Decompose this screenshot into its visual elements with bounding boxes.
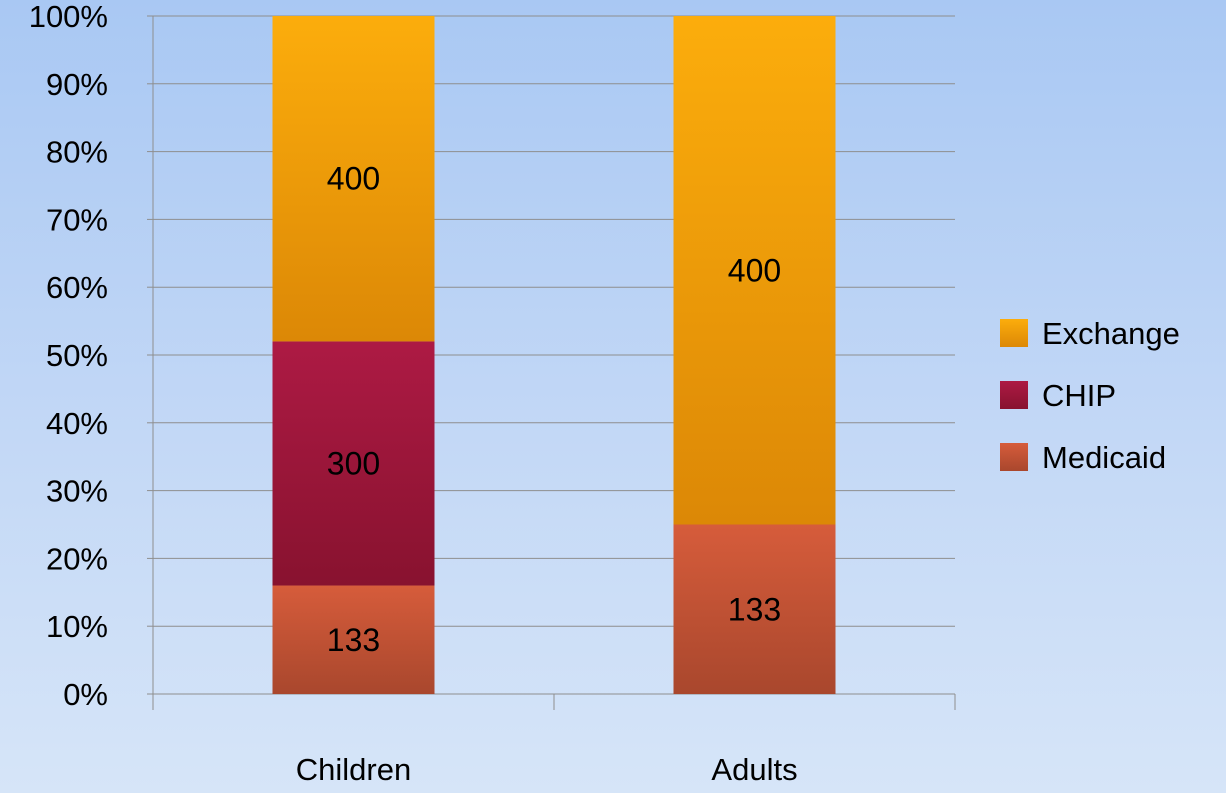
axes: 0% 10% 20% 30% 40% 50% 60% 70% 80% 90% 100% Childre… — [29, 0, 956, 787]
data-label: 133 — [327, 622, 380, 658]
data-label: 400 — [327, 161, 380, 197]
bars — [272, 16, 836, 694]
y-tick-label: 90% — [46, 67, 108, 102]
y-tick-label: 0% — [63, 677, 108, 712]
y-tick-label: 40% — [46, 406, 108, 441]
y-tick-label: 100% — [29, 0, 108, 34]
legend-label-chip: CHIP — [1042, 378, 1116, 413]
data-label: 300 — [327, 445, 380, 481]
bar-medicaid-children — [272, 585, 435, 694]
y-tick-label: 50% — [46, 338, 108, 373]
data-labels: 133 300 400 133 400 — [327, 161, 781, 658]
bar-chip-children — [272, 341, 435, 586]
legend-swatch-medicaid — [1000, 443, 1028, 471]
data-label: 133 — [728, 591, 781, 627]
legend-swatch-chip — [1000, 381, 1028, 409]
bar-exchange-adults — [673, 16, 836, 525]
legend-label-medicaid: Medicaid — [1042, 440, 1166, 475]
bar-medicaid-adults — [673, 524, 836, 694]
y-tick-label: 60% — [46, 270, 108, 305]
legend: Exchange CHIP Medicaid — [1000, 316, 1180, 475]
legend-swatch-exchange — [1000, 319, 1028, 347]
y-tick-label: 10% — [46, 609, 108, 644]
y-tick-label: 80% — [46, 135, 108, 170]
y-tick-label: 70% — [46, 202, 108, 237]
legend-label-exchange: Exchange — [1042, 316, 1180, 351]
x-category-label: Adults — [711, 752, 797, 787]
y-tick-label: 30% — [46, 474, 108, 509]
bar-exchange-children — [272, 16, 435, 342]
data-label: 400 — [728, 252, 781, 288]
y-tick-label: 20% — [46, 541, 108, 576]
x-category-label: Children — [296, 752, 411, 787]
